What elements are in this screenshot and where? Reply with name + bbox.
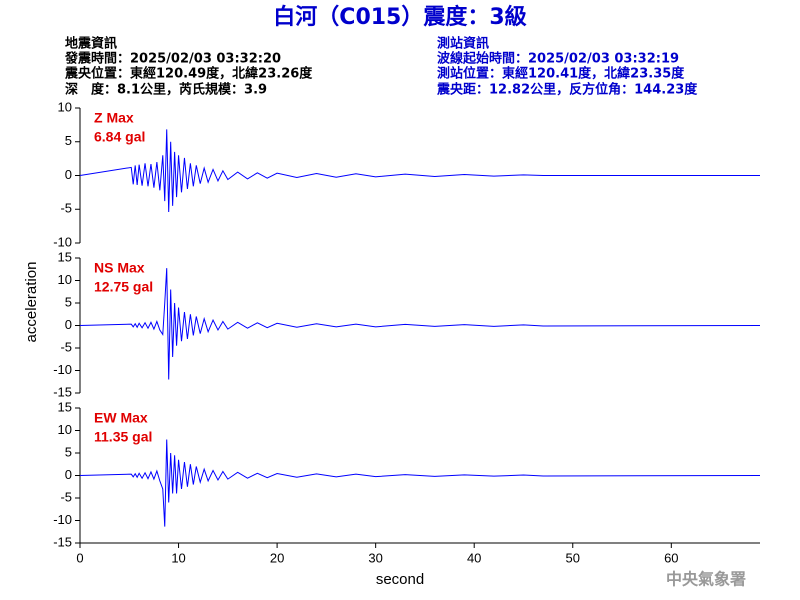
waveform bbox=[79, 439, 761, 527]
y-tick-label: -15 bbox=[53, 384, 72, 399]
x-tick-label: 0 bbox=[76, 550, 83, 565]
y-tick-label: -5 bbox=[60, 489, 72, 504]
trace-max: 6.84 gal bbox=[94, 129, 145, 145]
y-tick-label: 10 bbox=[58, 422, 72, 437]
x-axis-label: second bbox=[376, 571, 424, 588]
trace-name: Z Max bbox=[94, 110, 134, 126]
trace-name: NS Max bbox=[94, 260, 145, 276]
waveform bbox=[79, 129, 760, 212]
info-right: 震央距：12.82公里，反方位角：144.23度 bbox=[436, 82, 698, 98]
x-tick-label: 20 bbox=[270, 550, 284, 565]
info-right: 測站位置：東經120.41度，北緯23.35度 bbox=[437, 66, 685, 82]
info-left: 深 度：8.1公里，芮氏規模：3.9 bbox=[65, 82, 267, 98]
info-left: 震央位置：東經120.49度，北緯23.26度 bbox=[64, 66, 313, 82]
y-tick-label: 10 bbox=[58, 272, 72, 287]
y-tick-label: 0 bbox=[65, 167, 72, 182]
x-tick-label: 50 bbox=[566, 550, 580, 565]
trace-max: 12.75 gal bbox=[94, 279, 153, 295]
chart-title: 白河（C015）震度：3級 bbox=[273, 4, 526, 30]
y-axis-label: acceleration bbox=[23, 262, 40, 343]
trace-name: EW Max bbox=[94, 410, 148, 426]
watermark: 中央氣象署 bbox=[666, 570, 746, 589]
y-tick-label: 0 bbox=[65, 467, 72, 482]
x-tick-label: 40 bbox=[467, 550, 481, 565]
y-tick-label: -10 bbox=[53, 362, 72, 377]
y-tick-label: -15 bbox=[53, 534, 72, 549]
y-tick-label: 15 bbox=[58, 249, 72, 264]
y-tick-label: 10 bbox=[58, 99, 72, 114]
y-tick-label: -5 bbox=[60, 339, 72, 354]
waveform bbox=[79, 268, 761, 380]
y-tick-label: -5 bbox=[60, 201, 72, 216]
x-tick-label: 30 bbox=[368, 550, 382, 565]
y-tick-label: 5 bbox=[65, 444, 72, 459]
y-tick-label: 0 bbox=[65, 317, 72, 332]
info-left: 發震時間：2025/02/03 03:32:20 bbox=[64, 51, 281, 67]
info-left: 地震資訊 bbox=[65, 36, 117, 52]
x-tick-label: 10 bbox=[171, 550, 185, 565]
y-tick-label: 15 bbox=[58, 399, 72, 414]
info-right: 波線起始時間：2025/02/03 03:32:19 bbox=[437, 51, 679, 67]
y-tick-label: 5 bbox=[65, 294, 72, 309]
x-tick-label: 60 bbox=[664, 550, 678, 565]
info-right: 測站資訊 bbox=[437, 36, 489, 52]
trace-max: 11.35 gal bbox=[94, 429, 152, 445]
y-tick-label: -10 bbox=[53, 512, 72, 527]
y-tick-label: -10 bbox=[53, 234, 72, 249]
y-tick-label: 5 bbox=[65, 133, 72, 148]
